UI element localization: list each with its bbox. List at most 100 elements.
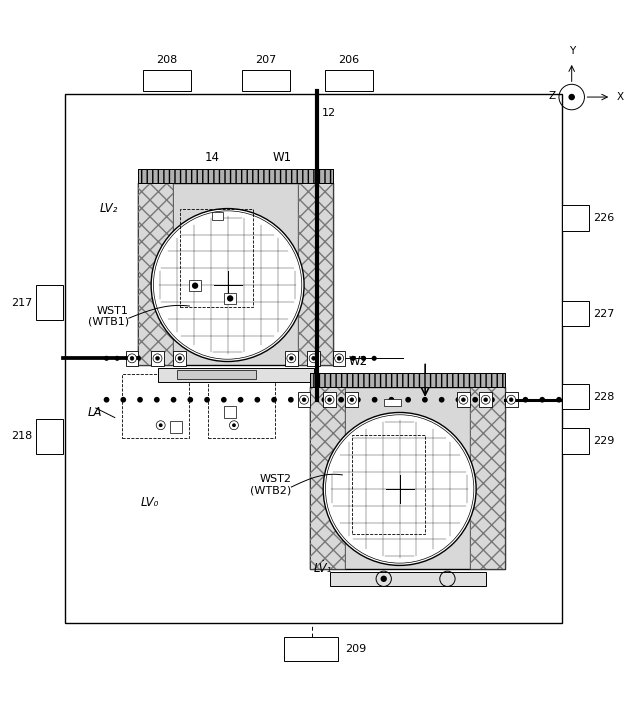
Circle shape [484, 398, 488, 402]
Circle shape [305, 397, 310, 403]
Circle shape [171, 397, 177, 403]
Circle shape [461, 398, 465, 402]
Bar [310, 387, 346, 568]
Text: 12: 12 [322, 108, 336, 118]
Bar [479, 392, 492, 407]
Bar [325, 69, 373, 90]
Circle shape [159, 423, 163, 427]
Bar [151, 351, 164, 366]
Circle shape [439, 397, 445, 403]
Circle shape [388, 397, 394, 403]
Circle shape [289, 356, 293, 360]
Circle shape [335, 354, 344, 363]
Bar [138, 183, 173, 364]
Circle shape [372, 397, 378, 403]
Text: 228: 228 [593, 392, 614, 401]
Bar [310, 373, 505, 387]
Bar [384, 399, 401, 406]
Circle shape [151, 208, 304, 362]
Bar [177, 370, 256, 380]
Bar [323, 392, 336, 407]
Circle shape [130, 356, 134, 360]
Bar [189, 280, 201, 291]
Bar [285, 351, 298, 366]
Text: LV₀: LV₀ [140, 497, 159, 510]
Circle shape [509, 398, 513, 402]
Bar [298, 183, 333, 364]
Circle shape [422, 397, 428, 403]
Circle shape [300, 395, 308, 404]
Circle shape [192, 283, 198, 289]
Circle shape [302, 398, 306, 402]
Circle shape [405, 397, 411, 403]
Circle shape [472, 397, 478, 403]
Circle shape [104, 356, 109, 361]
Text: WST1: WST1 [97, 306, 129, 315]
Bar [225, 406, 236, 418]
Bar [562, 384, 589, 409]
Circle shape [348, 395, 356, 404]
Bar [310, 373, 505, 387]
Circle shape [230, 421, 239, 429]
Circle shape [137, 397, 143, 403]
Bar [143, 69, 191, 90]
Circle shape [115, 356, 120, 361]
Circle shape [309, 354, 318, 363]
Bar [346, 392, 358, 407]
Bar [209, 375, 275, 438]
Circle shape [288, 397, 294, 403]
Circle shape [328, 398, 332, 402]
Bar [180, 208, 253, 307]
Bar [122, 375, 189, 438]
Circle shape [287, 354, 296, 363]
Text: 227: 227 [593, 309, 614, 319]
Circle shape [323, 413, 476, 565]
Circle shape [312, 356, 316, 360]
Text: 208: 208 [156, 54, 177, 64]
Bar [352, 435, 425, 534]
Bar [284, 637, 339, 661]
Text: 217: 217 [11, 298, 32, 307]
Circle shape [355, 397, 361, 403]
Bar [138, 169, 333, 183]
Bar [212, 212, 223, 220]
Circle shape [350, 356, 355, 361]
Text: 14: 14 [204, 151, 219, 164]
Circle shape [506, 397, 511, 403]
Circle shape [136, 356, 141, 361]
Bar [562, 429, 589, 454]
Circle shape [350, 398, 354, 402]
Circle shape [489, 397, 495, 403]
Text: Y: Y [568, 46, 575, 56]
Bar [470, 387, 505, 568]
Circle shape [154, 397, 159, 403]
Circle shape [540, 397, 545, 403]
Text: Z: Z [548, 91, 556, 100]
Bar [138, 183, 333, 364]
Circle shape [127, 354, 136, 363]
Circle shape [178, 356, 182, 360]
Text: X: X [616, 92, 623, 102]
Circle shape [321, 397, 327, 403]
Circle shape [271, 397, 277, 403]
Circle shape [556, 397, 562, 403]
Text: 226: 226 [593, 213, 614, 223]
Bar [173, 351, 186, 366]
Circle shape [337, 356, 341, 360]
Circle shape [221, 397, 227, 403]
Bar [36, 419, 63, 454]
Bar [36, 285, 63, 320]
Bar [138, 169, 333, 183]
Text: LH: LH [378, 377, 393, 390]
Bar [138, 183, 173, 364]
Bar [298, 392, 310, 407]
Circle shape [156, 356, 159, 360]
Circle shape [227, 295, 234, 301]
Circle shape [175, 354, 184, 363]
Bar [225, 293, 236, 304]
Text: 207: 207 [255, 54, 276, 64]
Text: LV₁: LV₁ [314, 562, 332, 575]
Bar [65, 94, 562, 623]
Circle shape [325, 395, 334, 404]
Text: 206: 206 [339, 54, 360, 64]
